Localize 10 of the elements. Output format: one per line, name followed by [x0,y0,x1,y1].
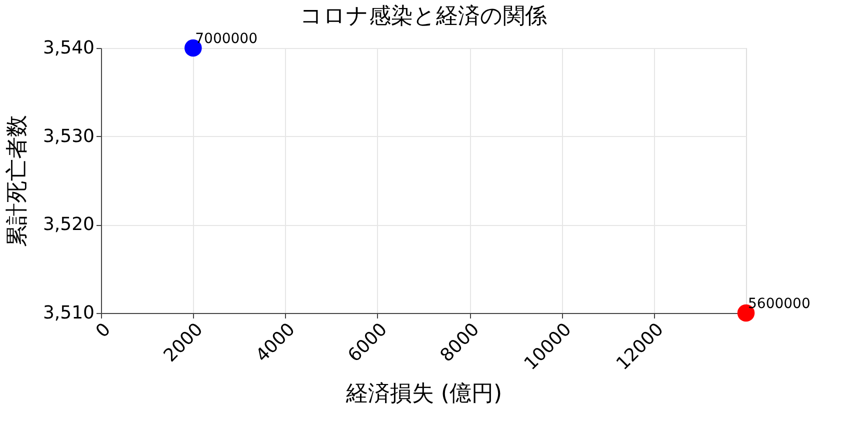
y-axis-title: 累計死亡者数 [4,115,30,247]
y-tick-label: 3,540 [42,38,94,58]
x-tick-label: 0 [92,319,115,342]
x-axis-title: 経済損失 (億円) [344,382,502,407]
chart-title: コロナ感染と経済の関係 [300,4,547,29]
annotation: 5600000 [748,296,810,312]
y-tick-label: 3,510 [42,302,94,324]
y-tick-label: 3,520 [42,214,94,236]
annotation: 7000000 [195,31,258,47]
y-tick-label: 3,530 [42,126,94,147]
